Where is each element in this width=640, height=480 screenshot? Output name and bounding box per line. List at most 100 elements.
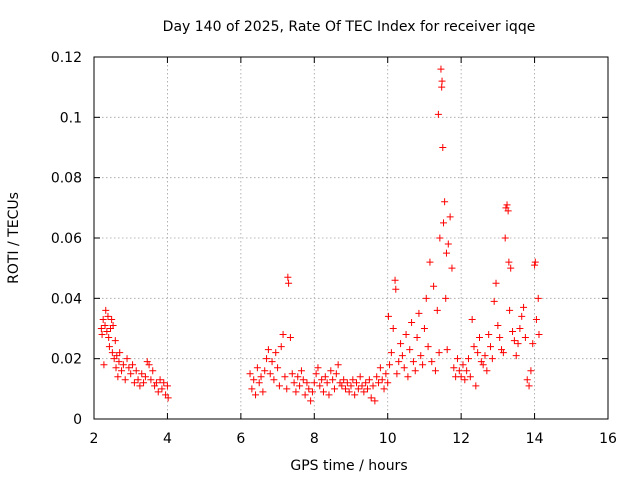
data-point-plus-icon bbox=[380, 385, 388, 393]
data-point-plus-icon bbox=[434, 110, 442, 118]
data-point-plus-icon bbox=[321, 373, 329, 381]
data-point-plus-icon bbox=[411, 367, 419, 375]
data-point-plus-icon bbox=[127, 370, 135, 378]
data-point-plus-icon bbox=[132, 367, 140, 375]
data-point-plus-icon bbox=[108, 315, 116, 323]
data-point-plus-icon bbox=[345, 388, 353, 396]
data-point-plus-icon bbox=[504, 207, 512, 215]
data-point-plus-icon bbox=[158, 385, 166, 393]
y-tick-label: 0.08 bbox=[51, 171, 82, 187]
data-point-plus-icon bbox=[384, 312, 392, 320]
data-point-plus-icon bbox=[453, 355, 461, 363]
data-point-plus-icon bbox=[476, 334, 483, 342]
data-point-plus-icon bbox=[349, 376, 357, 384]
data-point-plus-icon bbox=[487, 343, 495, 351]
data-point-plus-icon bbox=[156, 376, 164, 384]
data-point-plus-icon bbox=[422, 294, 430, 302]
data-point-plus-icon bbox=[466, 373, 474, 381]
data-point-plus-icon bbox=[395, 358, 403, 366]
data-point-plus-icon bbox=[108, 349, 116, 357]
data-point-plus-icon bbox=[371, 397, 379, 405]
data-point-plus-icon bbox=[431, 367, 439, 375]
data-point-plus-icon bbox=[299, 376, 307, 384]
data-point-plus-icon bbox=[419, 361, 427, 369]
data-point-plus-icon bbox=[268, 358, 276, 366]
data-point-plus-icon bbox=[532, 315, 540, 323]
data-point-plus-icon bbox=[325, 391, 333, 399]
data-point-plus-icon bbox=[111, 337, 119, 345]
x-tick-label: 2 bbox=[90, 431, 99, 447]
data-point-plus-icon bbox=[164, 394, 172, 402]
data-point-plus-icon bbox=[112, 364, 120, 372]
data-point-plus-icon bbox=[312, 370, 320, 378]
data-point-plus-icon bbox=[113, 352, 121, 360]
data-point-plus-icon bbox=[360, 388, 368, 396]
data-point-plus-icon bbox=[498, 346, 506, 354]
y-tick-label: 0.06 bbox=[51, 231, 82, 247]
data-point-plus-icon bbox=[373, 373, 381, 381]
data-point-plus-icon bbox=[516, 325, 524, 332]
data-point-plus-icon bbox=[160, 379, 168, 387]
data-point-plus-icon bbox=[531, 261, 539, 269]
data-point-plus-icon bbox=[461, 376, 469, 384]
data-point-plus-icon bbox=[481, 352, 489, 360]
data-point-plus-icon bbox=[329, 376, 337, 384]
data-point-plus-icon bbox=[274, 364, 282, 372]
data-point-plus-icon bbox=[523, 376, 531, 384]
data-point-plus-icon bbox=[442, 249, 450, 257]
x-tick-label: 14 bbox=[526, 431, 544, 447]
data-point-plus-icon bbox=[296, 382, 304, 390]
x-tick-labels: 2 4 6 8 10 12 14 16 bbox=[90, 431, 617, 447]
data-point-plus-icon bbox=[398, 352, 406, 360]
data-point-plus-icon bbox=[288, 370, 296, 378]
data-point-plus-icon bbox=[253, 364, 261, 372]
data-point-plus-icon bbox=[525, 382, 533, 390]
data-point-plus-icon bbox=[140, 379, 148, 387]
data-point-plus-icon bbox=[479, 361, 487, 369]
data-point-plus-icon bbox=[464, 355, 472, 363]
data-point-plus-icon bbox=[318, 376, 326, 384]
data-point-plus-icon bbox=[277, 343, 285, 351]
data-point-plus-icon bbox=[463, 367, 471, 375]
data-points bbox=[97, 65, 543, 405]
data-point-plus-icon bbox=[104, 312, 112, 320]
data-point-plus-icon bbox=[483, 367, 491, 375]
data-point-plus-icon bbox=[105, 343, 113, 351]
data-point-plus-icon bbox=[97, 325, 105, 332]
data-point-plus-icon bbox=[521, 334, 529, 342]
data-point-plus-icon bbox=[138, 370, 146, 378]
data-point-plus-icon bbox=[437, 65, 445, 73]
data-point-plus-icon bbox=[531, 258, 539, 266]
data-point-plus-icon bbox=[397, 340, 405, 348]
data-point-plus-icon bbox=[261, 367, 269, 375]
data-point-plus-icon bbox=[125, 364, 133, 372]
data-point-plus-icon bbox=[443, 346, 451, 354]
data-point-plus-icon bbox=[474, 349, 482, 357]
data-point-plus-icon bbox=[152, 379, 160, 387]
data-point-plus-icon bbox=[270, 376, 278, 384]
data-point-plus-icon bbox=[279, 331, 287, 339]
data-point-plus-icon bbox=[400, 364, 408, 372]
data-point-plus-icon bbox=[310, 379, 318, 387]
data-point-plus-icon bbox=[316, 382, 324, 390]
data-point-plus-icon bbox=[490, 297, 498, 305]
y-tick-label: 0.12 bbox=[51, 50, 82, 66]
data-point-plus-icon bbox=[257, 373, 265, 381]
data-point-plus-icon bbox=[439, 144, 447, 151]
data-point-plus-icon bbox=[353, 379, 361, 387]
data-point-plus-icon bbox=[420, 325, 428, 332]
data-point-plus-icon bbox=[510, 337, 518, 345]
data-point-plus-icon bbox=[285, 279, 293, 287]
data-point-plus-icon bbox=[275, 382, 283, 390]
data-point-plus-icon bbox=[488, 355, 496, 363]
y-tick-label: 0.1 bbox=[60, 110, 82, 126]
data-point-plus-icon bbox=[367, 394, 375, 402]
data-point-plus-icon bbox=[424, 343, 432, 351]
data-point-plus-icon bbox=[358, 382, 366, 390]
data-point-plus-icon bbox=[362, 379, 370, 387]
data-point-plus-icon bbox=[409, 358, 417, 366]
data-point-plus-icon bbox=[252, 391, 260, 399]
data-point-plus-icon bbox=[404, 373, 412, 381]
data-point-plus-icon bbox=[378, 376, 386, 384]
x-tick-label: 6 bbox=[236, 431, 245, 447]
